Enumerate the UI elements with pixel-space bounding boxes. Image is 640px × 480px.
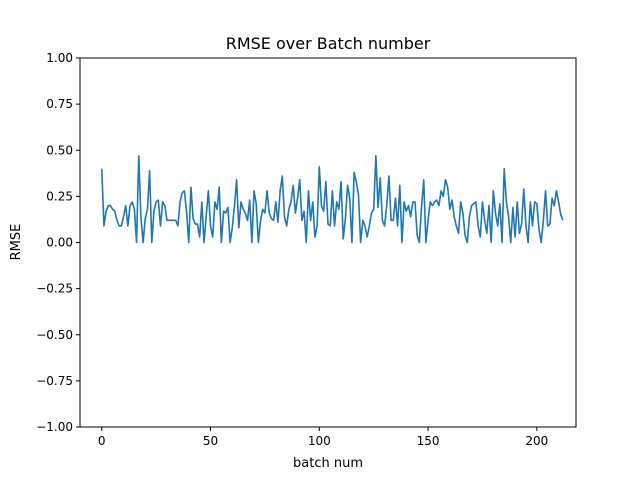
y-tick-label: −0.50 xyxy=(36,328,73,342)
y-tick-label: −1.00 xyxy=(36,420,73,434)
x-tick-label: 50 xyxy=(203,434,218,448)
chart-title: RMSE over Batch number xyxy=(226,34,431,53)
x-tick-label: 200 xyxy=(525,434,548,448)
rmse-series-line xyxy=(100,154,564,244)
y-axis: −1.00 −0.75 −0.50 −0.25 0.00 0.25 0.50 0.75 1.00 xyxy=(36,51,80,434)
x-tick-label: 100 xyxy=(308,434,331,448)
y-tick-label: −0.25 xyxy=(36,282,73,296)
y-tick-label: 0.50 xyxy=(46,143,73,157)
y-tick-label: 0.25 xyxy=(46,189,73,203)
y-tick-label: −0.75 xyxy=(36,374,73,388)
plot-area xyxy=(100,154,564,244)
y-tick-label: 0.75 xyxy=(46,97,73,111)
x-tick-label: 0 xyxy=(98,434,106,448)
x-tick-label: 150 xyxy=(417,434,440,448)
y-tick-label: 1.00 xyxy=(46,51,73,65)
x-axis-label: batch num xyxy=(293,456,363,471)
y-tick-label: 0.00 xyxy=(46,236,73,250)
x-axis: 0 50 100 150 200 xyxy=(98,427,548,448)
y-axis-label: RMSE xyxy=(9,224,24,261)
